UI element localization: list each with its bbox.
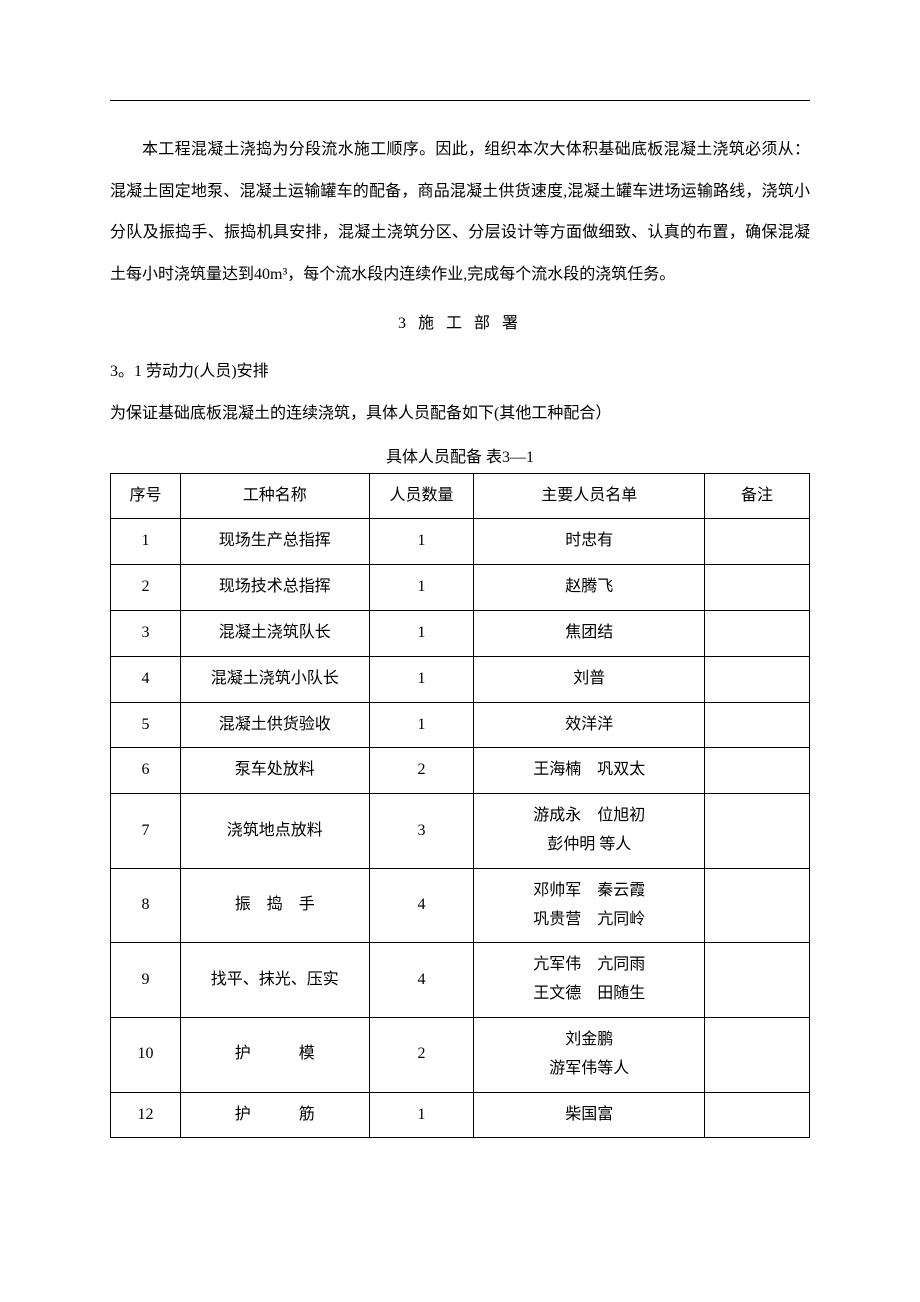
cell-count: 1	[369, 656, 474, 702]
cell-role: 泵车处放料	[180, 748, 369, 794]
table-row: 10 护 模 2 刘金鹏游军伟等人	[111, 1017, 810, 1092]
cell-names: 王海楠 巩双太	[474, 748, 705, 794]
cell-names: 柴国富	[474, 1092, 705, 1138]
table-row: 3 混凝土浇筑队长 1 焦团结	[111, 610, 810, 656]
cell-note	[705, 1092, 810, 1138]
cell-seq: 4	[111, 656, 181, 702]
cell-note	[705, 610, 810, 656]
cell-note	[705, 702, 810, 748]
section-heading: 3 施 工 部 署	[110, 309, 810, 333]
cell-note	[705, 943, 810, 1018]
cell-role: 现场技术总指挥	[180, 565, 369, 611]
table-row: 8 振 捣 手 4 邓帅军 秦云霞巩贵营 亢同岭	[111, 868, 810, 943]
th-role: 工种名称	[180, 473, 369, 519]
table-row: 1 现场生产总指挥 1 时忠有	[111, 519, 810, 565]
cell-role: 混凝土浇筑队长	[180, 610, 369, 656]
table-row: 12 护 筋 1 柴国富	[111, 1092, 810, 1138]
cell-seq: 8	[111, 868, 181, 943]
cell-count: 4	[369, 868, 474, 943]
top-rule	[110, 100, 810, 101]
th-names: 主要人员名单	[474, 473, 705, 519]
cell-role: 混凝土供货验收	[180, 702, 369, 748]
cell-seq: 5	[111, 702, 181, 748]
cell-names: 亢军伟 亢同雨王文德 田随生	[474, 943, 705, 1018]
cell-seq: 1	[111, 519, 181, 565]
cell-count: 1	[369, 519, 474, 565]
cell-seq: 10	[111, 1017, 181, 1092]
cell-role: 护 筋	[180, 1092, 369, 1138]
cell-count: 4	[369, 943, 474, 1018]
cell-note	[705, 748, 810, 794]
table-row: 5 混凝土供货验收 1 效洋洋	[111, 702, 810, 748]
cell-role: 现场生产总指挥	[180, 519, 369, 565]
cell-role: 护 模	[180, 1017, 369, 1092]
cell-count: 1	[369, 1092, 474, 1138]
cell-count: 2	[369, 1017, 474, 1092]
personnel-table: 序号 工种名称 人员数量 主要人员名单 备注 1 现场生产总指挥 1 时忠有 2…	[110, 473, 810, 1139]
cell-note	[705, 656, 810, 702]
cell-names: 刘金鹏游军伟等人	[474, 1017, 705, 1092]
cell-names: 时忠有	[474, 519, 705, 565]
cell-note	[705, 1017, 810, 1092]
cell-seq: 2	[111, 565, 181, 611]
cell-count: 1	[369, 610, 474, 656]
subsection-title: 3。1 劳动力(人员)安排	[110, 351, 810, 393]
subsection-desc: 为保证基础底板混凝土的连续浇筑，具体人员配备如下(其他工种配合）	[110, 393, 810, 435]
cell-note	[705, 565, 810, 611]
cell-seq: 9	[111, 943, 181, 1018]
th-note: 备注	[705, 473, 810, 519]
cell-names: 赵腾飞	[474, 565, 705, 611]
cell-names: 游成永 位旭初彭仲明 等人	[474, 794, 705, 869]
table-body: 1 现场生产总指挥 1 时忠有 2 现场技术总指挥 1 赵腾飞 3 混凝土浇筑队…	[111, 519, 810, 1138]
cell-seq: 3	[111, 610, 181, 656]
cell-note	[705, 794, 810, 869]
cell-names: 邓帅军 秦云霞巩贵营 亢同岭	[474, 868, 705, 943]
table-row: 4 混凝土浇筑小队长 1 刘普	[111, 656, 810, 702]
cell-names: 效洋洋	[474, 702, 705, 748]
cell-role: 振 捣 手	[180, 868, 369, 943]
table-header-row: 序号 工种名称 人员数量 主要人员名单 备注	[111, 473, 810, 519]
cell-count: 2	[369, 748, 474, 794]
intro-paragraph: 本工程混凝土浇捣为分段流水施工顺序。因此，组织本次大体积基础底板混凝土浇筑必须从…	[110, 129, 810, 295]
cell-note	[705, 519, 810, 565]
cell-note	[705, 868, 810, 943]
cell-count: 3	[369, 794, 474, 869]
table-row: 2 现场技术总指挥 1 赵腾飞	[111, 565, 810, 611]
cell-count: 1	[369, 702, 474, 748]
cell-role: 混凝土浇筑小队长	[180, 656, 369, 702]
document-page: 本工程混凝土浇捣为分段流水施工顺序。因此，组织本次大体积基础底板混凝土浇筑必须从…	[0, 0, 920, 1198]
th-seq: 序号	[111, 473, 181, 519]
th-count: 人员数量	[369, 473, 474, 519]
cell-seq: 7	[111, 794, 181, 869]
cell-seq: 6	[111, 748, 181, 794]
cell-role: 浇筑地点放料	[180, 794, 369, 869]
cell-names: 焦团结	[474, 610, 705, 656]
cell-count: 1	[369, 565, 474, 611]
cell-names: 刘普	[474, 656, 705, 702]
cell-role: 找平、抹光、压实	[180, 943, 369, 1018]
table-row: 7 浇筑地点放料 3 游成永 位旭初彭仲明 等人	[111, 794, 810, 869]
cell-seq: 12	[111, 1092, 181, 1138]
table-row: 9 找平、抹光、压实 4 亢军伟 亢同雨王文德 田随生	[111, 943, 810, 1018]
table-caption: 具体人员配备 表3—1	[110, 443, 810, 467]
table-row: 6 泵车处放料 2 王海楠 巩双太	[111, 748, 810, 794]
